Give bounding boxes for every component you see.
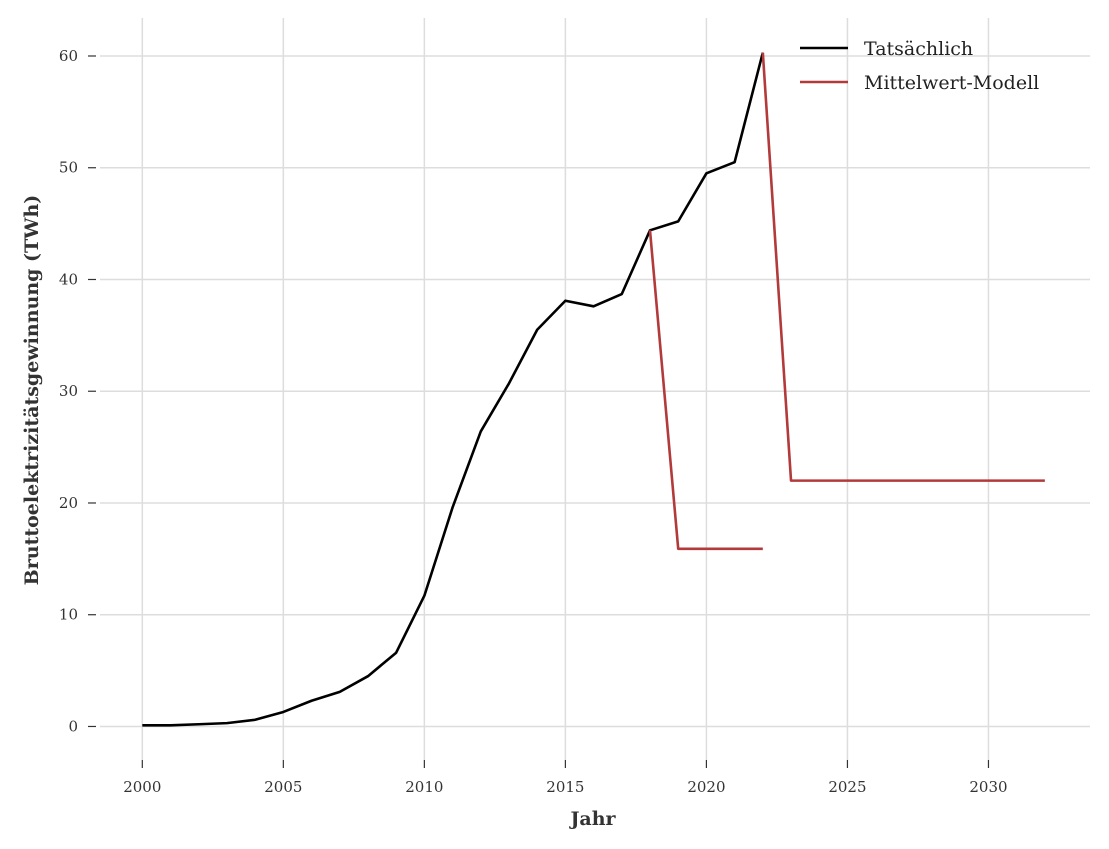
y-axis-title: Bruttoelektrizitätsgewinnung (TWh) <box>21 195 43 586</box>
series-0-line <box>142 52 765 727</box>
y-tick-label: 60 <box>59 47 78 65</box>
y-tick-label: 40 <box>59 270 78 288</box>
legend-label-1: Mittelwert-Modell <box>864 72 1039 94</box>
y-tick-label: 0 <box>68 717 78 735</box>
y-tick-label: 10 <box>59 606 78 624</box>
series-layer <box>142 52 1045 727</box>
y-tick-label: 20 <box>59 494 78 512</box>
legend-label-0: Tatsächlich <box>864 38 973 60</box>
grid-layer <box>100 18 1090 760</box>
x-tick-label: 2000 <box>123 778 161 796</box>
x-tick-label: 2010 <box>405 778 443 796</box>
y-tick-label: 50 <box>59 159 78 177</box>
x-tick-label: 2025 <box>828 778 866 796</box>
legend: Tatsächlich Mittelwert-Modell <box>800 38 1039 94</box>
x-tick-label: 2015 <box>546 778 584 796</box>
y-tick-label: 30 <box>59 382 78 400</box>
x-tick-label: 2020 <box>687 778 725 796</box>
x-axis-title: Jahr <box>568 808 616 830</box>
x-tick-label: 2005 <box>264 778 302 796</box>
x-tick-label: 2030 <box>969 778 1007 796</box>
tick-layer: 2000 2005 2010 2015 2020 2025 2030010203040506… <box>59 47 1008 796</box>
